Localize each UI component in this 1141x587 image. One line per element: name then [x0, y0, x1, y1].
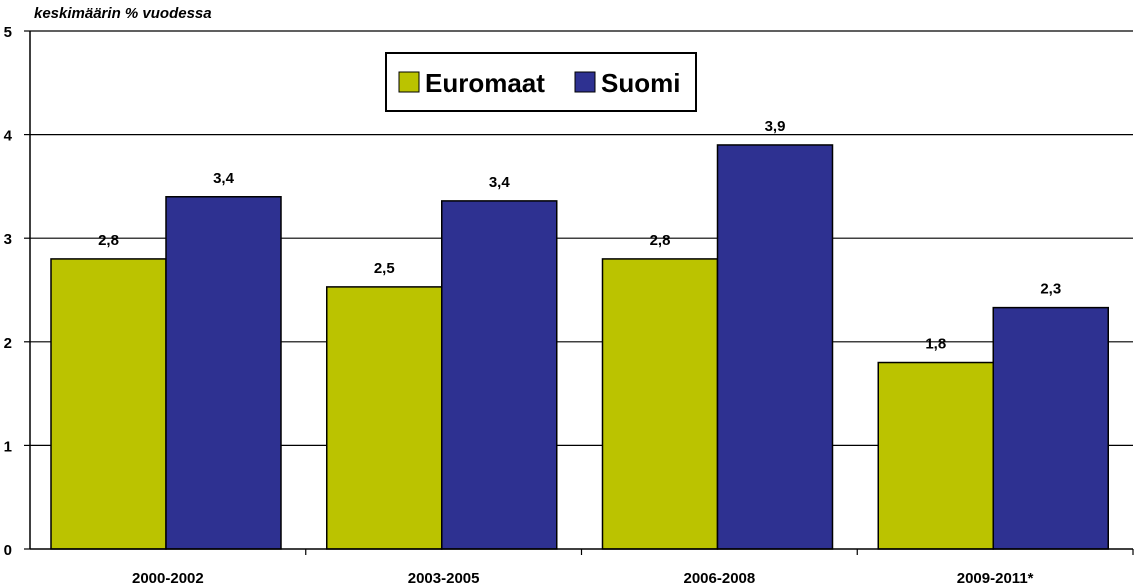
y-tick-label: 2 — [4, 335, 12, 352]
data-labels: 2,8 3,4 2,5 3,4 2,8 3,9 1,8 2,3 — [98, 118, 1061, 353]
bar-euromaat — [50, 258, 167, 550]
y-tick-label: 1 — [4, 438, 12, 455]
x-category-label: 2009-2011* — [957, 570, 1034, 587]
bars — [50, 144, 1109, 550]
data-label: 2,3 — [1040, 281, 1061, 298]
bar-suomi — [165, 196, 282, 550]
data-label: 3,4 — [213, 170, 235, 187]
data-label: 2,8 — [98, 232, 119, 249]
data-label: 1,8 — [925, 336, 946, 353]
bar-euromaat — [326, 286, 443, 550]
x-category-labels: 2000-2002 2003-2005 2006-2008 2009-2011* — [132, 570, 1034, 587]
data-label: 3,9 — [765, 118, 786, 135]
x-category-label: 2003-2005 — [408, 570, 480, 587]
bar-euromaat — [601, 258, 719, 550]
y-axis-label: keskimäärin % vuodessa — [34, 5, 212, 22]
data-label: 2,5 — [374, 260, 395, 277]
y-tick-label: 0 — [4, 542, 12, 559]
bar-euromaat — [877, 361, 994, 550]
legend: Euromaat Suomi — [385, 52, 697, 112]
y-tick-labels: 0 1 2 3 4 5 — [4, 24, 13, 559]
axes — [29, 31, 1134, 555]
bar-suomi — [716, 144, 834, 550]
legend-box — [385, 52, 697, 112]
y-tick-label: 5 — [4, 24, 12, 41]
x-category-label: 2006-2008 — [684, 570, 756, 587]
bar-suomi — [441, 200, 558, 550]
y-tick-label: 4 — [4, 128, 13, 145]
bar-suomi — [992, 306, 1109, 550]
y-tick-label: 3 — [4, 231, 12, 248]
data-label: 2,8 — [650, 232, 671, 249]
data-label: 3,4 — [489, 174, 511, 191]
x-category-label: 2000-2002 — [132, 570, 204, 587]
legend-swatch-euromaat — [398, 71, 420, 93]
legend-swatch-suomi — [574, 71, 596, 93]
legend-label-suomi: Suomi — [601, 68, 680, 98]
legend-label-euromaat: Euromaat — [425, 68, 545, 98]
